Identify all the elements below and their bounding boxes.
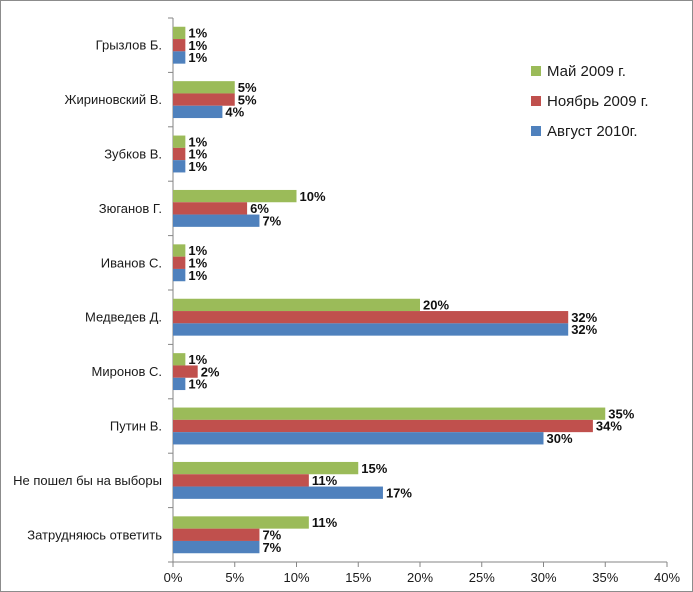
data-label: 10% [300,189,326,204]
data-label: 15% [361,461,387,476]
category-label: Жириновский В. [64,92,162,107]
data-label: 6% [250,201,269,216]
data-label: 1% [188,268,207,283]
bar [173,365,198,378]
data-label: 5% [238,92,257,107]
bar [173,432,544,445]
bar [173,528,260,541]
category-label: Затрудняюсь ответить [27,527,162,542]
category-label: Медведев Д. [85,310,162,325]
data-label: 1% [188,38,207,53]
data-label: 4% [225,105,244,120]
bar [173,160,186,173]
category-label: Путин В. [110,419,162,434]
data-label: 30% [547,431,573,446]
data-label: 1% [188,134,207,149]
bar [173,189,297,203]
x-tick-label: 25% [469,570,495,585]
category-label: Зюганов Г. [99,201,162,216]
data-label: 2% [201,364,220,379]
bar [173,461,359,475]
x-tick-label: 0% [164,570,183,585]
category-label: Зубков В. [104,147,162,162]
bar [173,474,309,487]
bar [173,51,186,64]
bar [173,323,569,336]
data-label: 1% [188,377,207,392]
data-label: 7% [262,213,281,228]
data-label: 1% [188,255,207,270]
data-label: 1% [188,243,207,258]
data-label: 7% [262,527,281,542]
bar [173,244,186,257]
x-tick-label: 40% [654,570,680,585]
bar [173,407,606,420]
bar [173,268,186,282]
bar [173,353,186,366]
bar [173,26,186,40]
bar [173,256,186,269]
data-label: 7% [262,540,281,555]
x-tick-label: 35% [592,570,618,585]
bar [173,147,186,161]
x-tick-label: 15% [345,570,371,585]
data-label: 34% [596,419,622,434]
bar [173,311,569,324]
data-label: 1% [188,26,207,41]
bar [173,81,235,94]
bar [173,202,248,215]
data-label: 1% [188,147,207,162]
bar [173,516,309,529]
legend-swatch [531,96,541,106]
bar [173,486,383,499]
bar [173,39,186,52]
legend-swatch [531,126,541,136]
data-label: 1% [188,50,207,65]
data-label: 32% [571,310,597,325]
data-label: 17% [386,485,412,500]
bar [173,93,235,106]
data-label: 11% [312,473,338,488]
data-label: 20% [423,298,449,313]
category-label: Иванов С. [101,255,162,270]
legend-label: Май 2009 г. [547,63,626,80]
bar [173,377,186,391]
data-label: 1% [188,352,207,367]
x-tick-label: 5% [225,570,244,585]
data-label: 35% [608,406,634,421]
legend-label: Ноябрь 2009 г. [547,93,649,110]
category-label: Грызлов Б. [96,38,162,53]
data-label: 5% [238,80,257,95]
bar [173,214,260,227]
bar [173,105,223,119]
category-label: Миронов С. [92,364,162,379]
x-tick-label: 20% [407,570,433,585]
legend-swatch [531,66,541,76]
bar [173,135,186,148]
bar [173,540,260,554]
x-tick-label: 30% [530,570,556,585]
data-label: 11% [312,515,338,530]
legend-label: Август 2010г. [547,123,638,140]
bar [173,298,420,312]
data-label: 1% [188,159,207,174]
category-label: Не пошел бы на выборы [13,473,162,488]
x-tick-label: 10% [283,570,309,585]
data-label: 32% [571,322,597,337]
bar [173,419,593,433]
